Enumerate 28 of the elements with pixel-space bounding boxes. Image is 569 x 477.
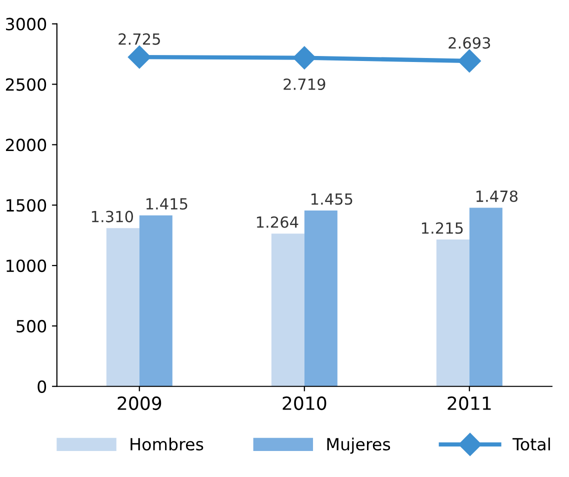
legend-label: Total <box>512 438 550 451</box>
y-tick-label: 3000 <box>6 18 46 30</box>
y-tick-label: 0 <box>38 380 46 393</box>
data-label: 1.215 <box>422 222 463 234</box>
y-tick-label: 1000 <box>6 259 46 272</box>
data-label: 2.719 <box>284 78 326 90</box>
y-tick-label: 2000 <box>6 138 46 152</box>
x-tick-label: 2011 <box>448 396 491 410</box>
x-tick-label: 2010 <box>282 396 326 410</box>
data-label: 1.415 <box>146 198 188 210</box>
data-label: 1.264 <box>256 216 298 228</box>
y-tick-label: 1500 <box>6 199 46 212</box>
bar <box>436 240 470 386</box>
data-label: 1.455 <box>311 193 352 205</box>
data-label: 1.310 <box>92 210 133 222</box>
x-tick-label: 2009 <box>118 396 162 410</box>
bar <box>271 234 304 386</box>
bar <box>139 215 172 386</box>
data-label: 2.693 <box>448 37 490 49</box>
data-label: 2.725 <box>118 33 160 45</box>
bar <box>304 210 338 386</box>
data-label: 1.478 <box>476 190 518 202</box>
bar <box>106 228 140 386</box>
y-tick-label: 2500 <box>6 78 46 91</box>
y-tick-label: 500 <box>16 320 46 333</box>
bar <box>469 208 502 386</box>
legend-label: Mujeres <box>327 438 390 454</box>
legend-label: Hombres <box>130 438 204 451</box>
